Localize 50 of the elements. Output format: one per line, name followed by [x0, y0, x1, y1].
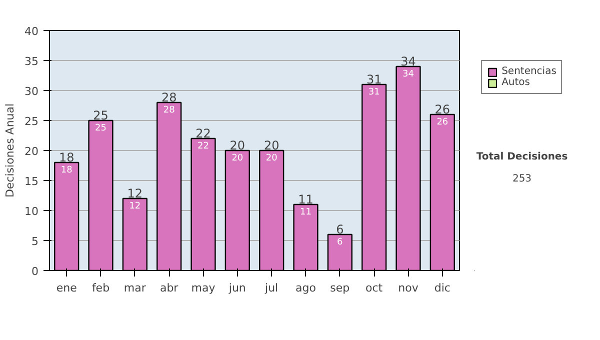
y-tick-label: 20 [24, 145, 39, 158]
total-label: 28 [161, 90, 177, 104]
total-label: 26 [434, 102, 450, 116]
total-label: 31 [366, 72, 382, 86]
data-label: 20 [266, 154, 278, 164]
data-label: 18 [60, 166, 73, 176]
text: Total Decisiones [476, 152, 568, 162]
total-label: 11 [298, 192, 314, 206]
data-label: 25 [95, 124, 106, 134]
x-tick-label: nov [398, 282, 419, 294]
x-tick-label: ago [296, 282, 316, 294]
x-tick-label: feb [92, 282, 110, 294]
total-label: 12 [127, 186, 143, 200]
x-tick-label: ene [56, 282, 78, 294]
legend-label: Sentencias [502, 66, 556, 77]
total-label: 22 [196, 126, 211, 140]
total-label: 34 [400, 54, 416, 68]
total-label: 6 [336, 222, 344, 236]
x-tick-label: sep [330, 282, 350, 294]
data-label: 34 [402, 70, 414, 80]
data-label: 6 [337, 238, 344, 248]
total-label: 20 [264, 138, 280, 152]
text: 253 [512, 174, 532, 185]
data-label: 22 [198, 142, 209, 152]
x-tick-label: may [191, 282, 216, 294]
y-tick-label: 40 [24, 25, 39, 38]
x-tick-label: jul [264, 282, 278, 294]
legend-label: Autos [502, 77, 530, 88]
y-tick-label: 0 [32, 265, 38, 278]
data-label: 20 [232, 154, 244, 164]
y-tick-label: 5 [32, 235, 38, 248]
y-tick-label: 25 [24, 115, 39, 128]
y-tick-label: 15 [24, 175, 39, 188]
total-label: 18 [58, 150, 74, 164]
x-tick-label: oct [366, 282, 384, 294]
y-tick-label: 35 [24, 55, 39, 68]
total-label: 20 [230, 138, 246, 152]
x-tick-label: mar [124, 282, 146, 294]
data-label: 11 [300, 208, 312, 218]
y-tick-label: 10 [24, 205, 39, 218]
total-label: 25 [93, 108, 108, 122]
data-label: 12 [129, 202, 141, 212]
x-tick-label: dic [434, 282, 450, 294]
data-label: 31 [368, 88, 380, 98]
y-tick-label: 30 [24, 85, 39, 98]
x-tick-label: jun [228, 282, 246, 294]
x-tick-label: abr [160, 282, 179, 294]
y-axis-title: Decisiones Anual [4, 103, 17, 198]
data-label: 26 [436, 118, 448, 128]
data-label: 28 [163, 106, 176, 116]
